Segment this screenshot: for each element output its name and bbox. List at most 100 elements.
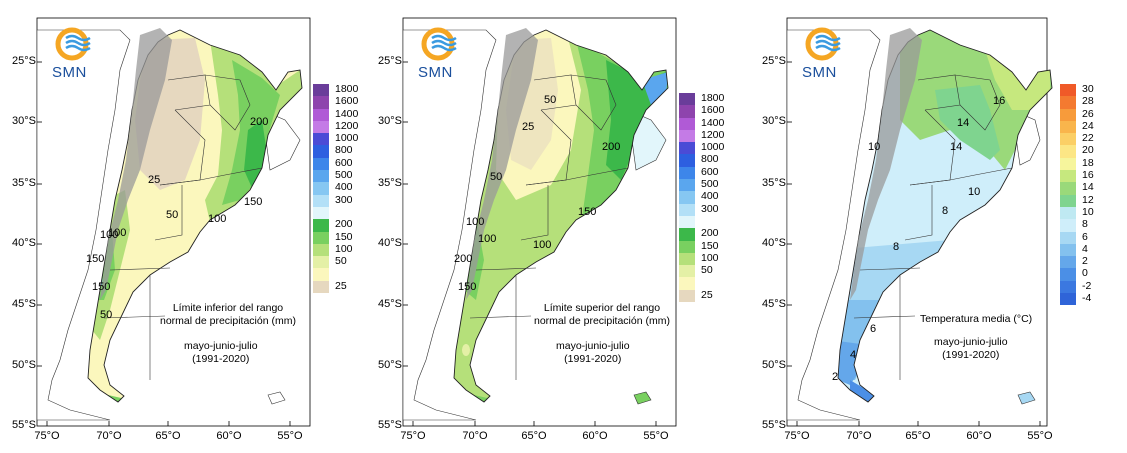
legend-row: 500: [313, 169, 423, 183]
legend-row: 26: [1060, 108, 1127, 121]
lon-label: 70°O: [96, 430, 122, 442]
legend-swatch: [679, 105, 695, 118]
andes-relief: [466, 28, 538, 300]
axis-ticks: [37, 61, 291, 426]
period-line: (1991-2020): [942, 349, 1000, 361]
legend-swatch: [1060, 219, 1076, 232]
legend-label: -2: [1082, 279, 1092, 292]
legend-label: 150: [335, 230, 353, 243]
smn-logo-text: SMN: [418, 64, 453, 81]
legend-row: 2: [1060, 255, 1127, 269]
legend-label: 0: [1082, 267, 1088, 280]
legend-swatch: [679, 277, 695, 290]
smn-sun-waves-logo: [805, 27, 841, 61]
lat-label: 30°S: [762, 115, 786, 127]
legend-row: 100: [313, 242, 423, 257]
legend-label: 800: [335, 144, 353, 157]
legend-row: 16: [1060, 169, 1127, 183]
caption-line: Límite superior del rango: [543, 302, 661, 314]
lat-label: 40°S: [762, 237, 786, 249]
legend-label: -4: [1082, 292, 1092, 305]
legend-row: 1800: [679, 92, 789, 106]
legend-label: 1600: [335, 95, 359, 108]
map-panel-lower-limit: 25 50 100 150 200 100 150 50 150 100 SMN…: [0, 0, 372, 453]
legend-label: 100: [335, 242, 353, 255]
contour-label: 4: [850, 349, 856, 361]
legend-swatch: [679, 252, 695, 266]
legend-row: 800: [679, 153, 789, 167]
legend-row: 400: [313, 181, 423, 195]
neighbour-outline: [402, 29, 497, 421]
legend-swatch: [313, 243, 329, 257]
legend-row: 1600: [679, 104, 789, 118]
legend-swatch: [1060, 108, 1076, 121]
legend-swatch: [313, 268, 329, 281]
legend-row: 30: [1060, 83, 1127, 97]
contour-label: 6: [870, 323, 876, 335]
legend-label: 2: [1082, 255, 1088, 268]
legend-row: 10: [1060, 206, 1127, 220]
malvinas-outline: [1017, 391, 1036, 405]
legend-row: 1400: [679, 116, 789, 130]
lon-label: 60°O: [216, 430, 242, 442]
legend-swatch: [679, 191, 695, 204]
malvinas-outline: [267, 391, 286, 405]
caption-line: normal de precipitación (mm): [534, 315, 670, 327]
legend: 1800 1600 1400 1200 1000 800 600 500 400 300 200 15…: [679, 92, 789, 303]
legend-label: 50: [701, 264, 713, 277]
legend-label: 600: [701, 165, 719, 178]
lat-label: 40°S: [378, 237, 402, 249]
legend-label: 18: [1082, 156, 1094, 169]
legend-swatch: [313, 133, 329, 146]
smn-sun-waves-logo: [55, 27, 91, 61]
legend-swatch: [313, 219, 329, 232]
legend-label: 12: [1082, 193, 1094, 206]
legend-swatch: [679, 240, 695, 253]
lat-label: 45°S: [12, 298, 36, 310]
lat-label: 40°S: [12, 237, 36, 249]
legend-label: 600: [335, 156, 353, 169]
legend-row: 28: [1060, 95, 1127, 109]
lat-label: 35°S: [762, 177, 786, 189]
legend-row: 800: [313, 144, 423, 158]
legend-label: 1200: [335, 119, 359, 132]
legend-label: 1000: [335, 132, 359, 145]
legend-label: 30: [1082, 83, 1094, 95]
legend-label: 200: [335, 218, 353, 231]
legend-label: 1800: [701, 92, 725, 104]
legend-label: 1400: [701, 116, 725, 129]
legend-swatch: [679, 215, 695, 229]
legend-label: 25: [335, 279, 347, 292]
contour-label: 150: [92, 281, 110, 293]
argentina-outline: [87, 29, 303, 403]
legend-row: 300: [313, 194, 423, 207]
legend-label: 28: [1082, 95, 1094, 108]
lat-label: 55°S: [378, 419, 402, 431]
lat-label: 45°S: [762, 298, 786, 310]
legend-swatch: [1060, 268, 1076, 281]
legend-label: 400: [335, 181, 353, 194]
period-line: mayo-junio-julio: [934, 336, 1008, 348]
map-caption: Límite superior del rango normal de prec…: [534, 302, 670, 328]
legend-swatch: [679, 154, 695, 167]
contour-label: 14: [957, 117, 969, 129]
neighbour-outline: [786, 29, 881, 421]
caption-line: Temperatura media (°C): [920, 313, 1033, 325]
andes-relief: [100, 28, 172, 300]
axis-ticks: [403, 61, 657, 426]
legend-label: 800: [701, 153, 719, 166]
period-line: (1991-2020): [192, 353, 250, 365]
legend-swatch: [679, 166, 695, 180]
legend-row: 6: [1060, 231, 1127, 244]
legend-swatch: [1060, 256, 1076, 269]
legend-row: 1200: [313, 119, 423, 134]
legend-swatch: [679, 289, 695, 303]
contour-label: 25: [522, 121, 534, 133]
contour-label: 2: [832, 371, 838, 383]
legend-row: 200: [679, 227, 789, 241]
legend-row: 300: [679, 203, 789, 216]
legend-row: 150: [313, 230, 423, 244]
period-caption: mayo-junio-julio (1991-2020): [934, 336, 1008, 362]
legend-label: 500: [335, 169, 353, 182]
contour-label: 200: [454, 253, 472, 265]
